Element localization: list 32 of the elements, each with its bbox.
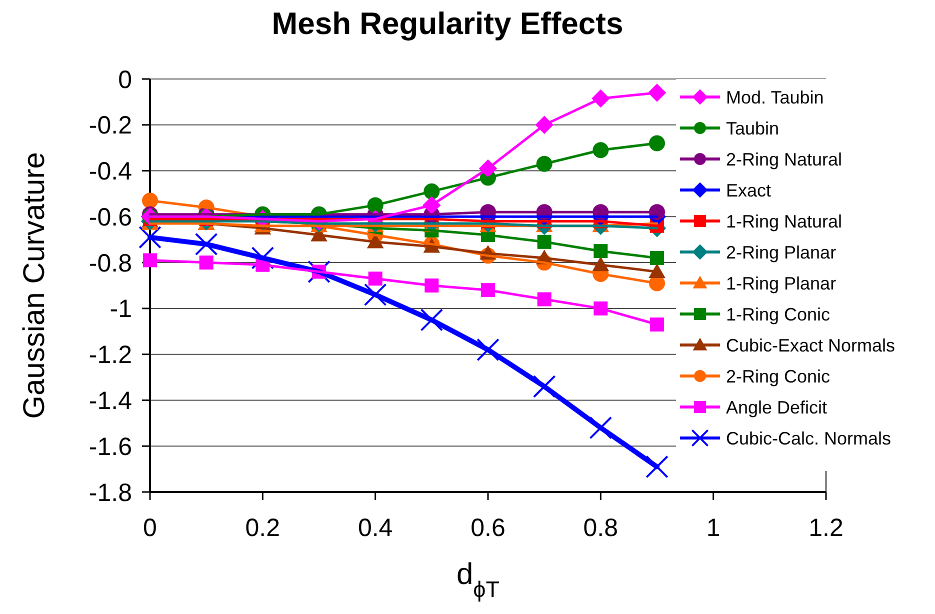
legend-label: 2-Ring Natural (726, 149, 842, 170)
legend-label: Mod. Taubin (726, 87, 824, 108)
chart-title: Mesh Regularity Effects (272, 6, 624, 41)
y-tick-label: -0.8 (88, 249, 132, 278)
y-tick-label: -1.2 (88, 341, 132, 370)
y-axis-title: Gaussian Curvature (18, 152, 51, 419)
legend-label: 1-Ring Natural (726, 211, 842, 232)
y-tick-label: -1.6 (88, 432, 132, 461)
legend-label: 2-Ring Conic (726, 366, 830, 386)
legend-label: Cubic-Calc. Normals (726, 428, 892, 448)
y-tick-label: -0.4 (88, 158, 132, 186)
x-tick-label: 0 (143, 514, 157, 542)
y-tick-label: -0.6 (88, 203, 132, 232)
y-tick-label: 0 (118, 66, 132, 94)
legend-label: 1-Ring Planar (726, 273, 836, 294)
legend-label: 2-Ring Planar (726, 242, 836, 262)
y-tick-label: -1.8 (88, 478, 132, 507)
y-tick-label: -0.2 (88, 112, 132, 140)
legend-label: Angle Deficit (726, 397, 828, 418)
legend-label: 1-Ring Conic (726, 304, 830, 324)
legend-label: Taubin (726, 118, 780, 138)
x-tick-label: 1.2 (808, 514, 844, 542)
legend-label: Cubic-Exact Normals (726, 335, 896, 356)
y-tick-label: -1.4 (88, 386, 132, 415)
x-tick-label: 0.6 (470, 514, 506, 542)
x-tick-label: 0.2 (245, 514, 280, 542)
legend-label: Exact (726, 180, 772, 200)
x-tick-label: 0.4 (358, 514, 393, 542)
x-tick-label: 1 (706, 514, 720, 542)
x-tick-label: 0.8 (583, 514, 618, 542)
x-axis-title: d$_{ϕT}$ (456, 558, 500, 602)
y-tick-label: -1 (110, 295, 132, 324)
